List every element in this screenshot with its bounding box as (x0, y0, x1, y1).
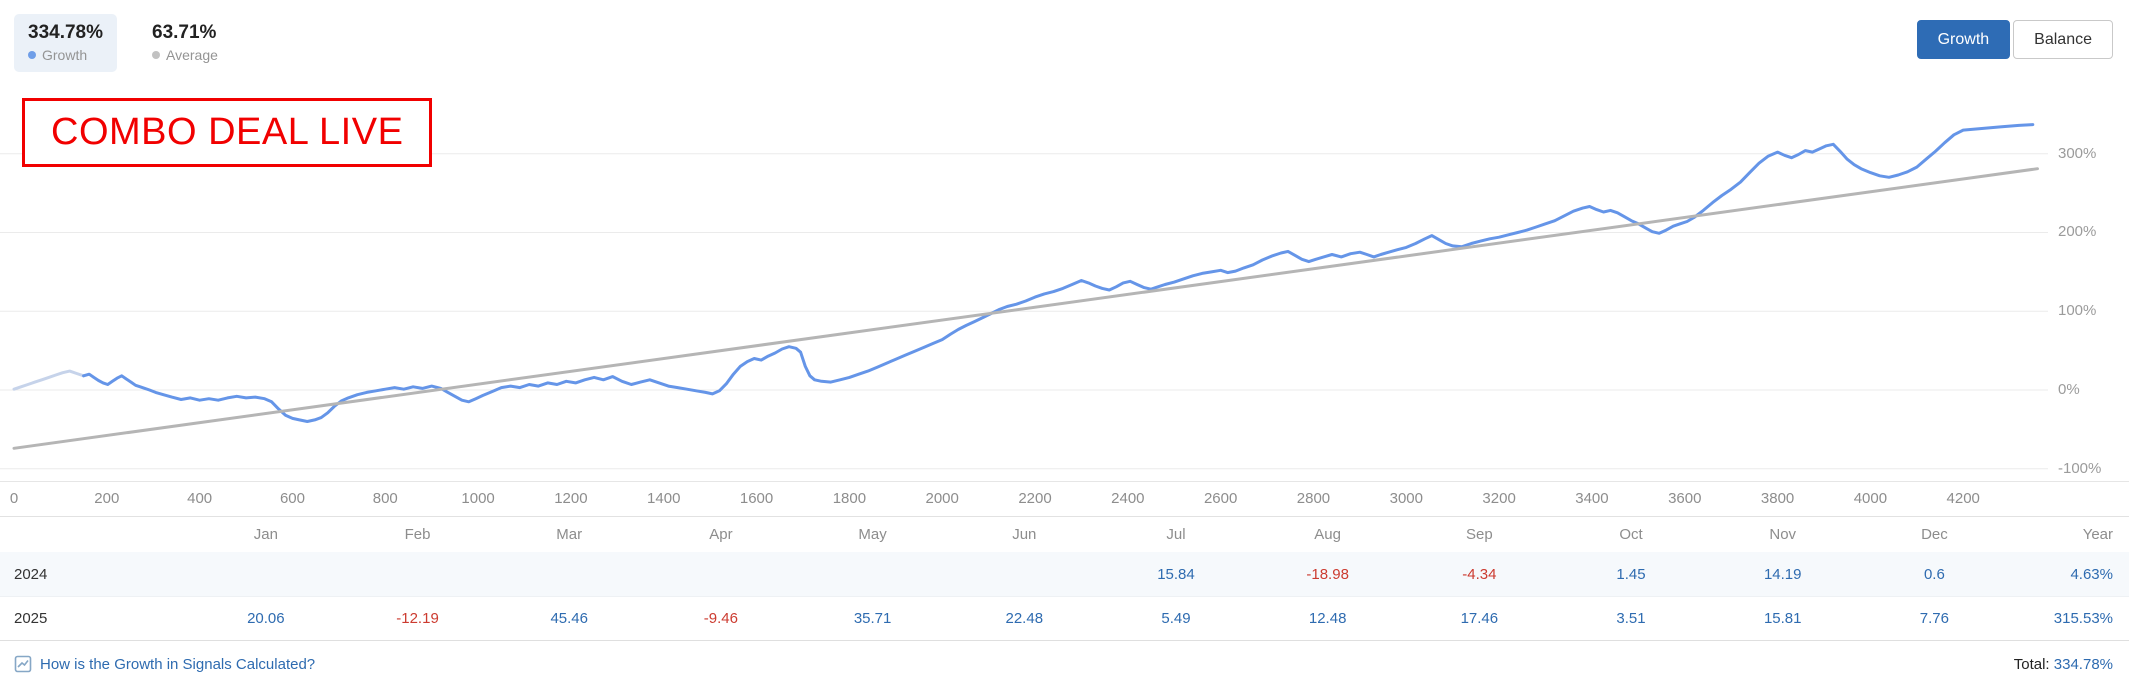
value-cell-2024-oct: 1.45 (1616, 565, 1646, 583)
value-cell-2024-dec: 0.6 (1923, 565, 1945, 583)
table-row-2024: 2024 15.84 -18.98 -4.34 1.45 14.19 0.6 4.63% (0, 552, 2129, 596)
x-axis-label: 0 (9, 490, 19, 507)
chart-area: 300% 200% 100% 0% -100% 334.78% Growth 63.71… (0, 0, 2129, 482)
x-axis-label: 3800 (1760, 490, 1795, 507)
month-header-jul: Jul (1166, 526, 1186, 543)
x-axis-label: 1800 (832, 490, 867, 507)
x-axis-label: 3200 (1482, 490, 1516, 507)
month-header-feb: Feb (404, 526, 431, 543)
combo-deal-banner: COMBO DEAL LIVE (22, 98, 433, 167)
x-axis-label: 1000 (461, 490, 495, 507)
average-stat[interactable]: 63.71% Average (142, 22, 228, 63)
table-row-2025: 2025 20.06 -12.19 45.46 -9.46 35.71 22.48 5.49 1… (0, 596, 2129, 640)
total: Total: 334.78% (2014, 656, 2113, 673)
value-cell-2025-sep: 17.46 (1460, 610, 1499, 627)
x-axis-label: 1400 (647, 490, 681, 507)
value-cell-2025-apr: -9.46 (703, 610, 738, 627)
average-stat-value: 63.71% (152, 22, 217, 43)
value-cell-2025-mar: 45.46 (550, 610, 588, 627)
x-axis-label: 2200 (1018, 490, 1052, 507)
growth-tab-button[interactable]: Growth (1916, 20, 2011, 59)
growth-legend-dot-icon (28, 50, 36, 59)
month-header-mar: Mar (556, 526, 583, 543)
value-cell-2025-jul: 5.49 (1161, 610, 1191, 627)
row-year-label: 2024 (14, 565, 48, 583)
x-axis-label: 3000 (1389, 490, 1423, 507)
footer: How is the Growth in Signals Calculated?… (0, 640, 2129, 687)
value-cell-2025-jan: 20.06 (247, 610, 285, 627)
x-axis: 0 200 400 600 800 1000 1200 1400 1600 1800 2000 220… (0, 482, 2129, 516)
x-axis-label: 3400 (1575, 490, 1609, 507)
average-stat-label: Average (166, 46, 218, 63)
value-cell-2024-aug: -18.98 (1306, 565, 1349, 583)
average-stat-label-row: Average (152, 47, 218, 63)
month-header-apr: Apr (709, 526, 733, 543)
growth-chart[interactable] (0, 0, 2129, 482)
value-cell-2024-sep: -4.34 (1462, 565, 1497, 583)
growth-help-link-label: How is the Growth in Signals Calculated? (40, 655, 316, 673)
value-cell-2025-feb: -12.19 (396, 610, 439, 627)
balance-tab-button[interactable]: Balance (2013, 20, 2113, 59)
series-growth-pre (12, 369, 86, 391)
help-chart-icon (14, 655, 32, 673)
growth-stat[interactable]: 334.78% Growth (14, 14, 118, 72)
value-cell-2025-year: 315.53% (2053, 610, 2113, 627)
x-axis-label: 2600 (1203, 490, 1238, 507)
month-header-nov: Nov (1769, 526, 1797, 543)
x-axis-label: 600 (279, 490, 305, 507)
chart-mode-toggle: Growth Balance (1916, 20, 2113, 59)
month-header-oct: Oct (1619, 526, 1643, 543)
value-cell-2025-jun: 22.48 (1005, 610, 1044, 627)
total-value: 334.78% (2053, 655, 2113, 673)
x-axis-label: 200 (94, 490, 120, 507)
x-axis-label: 1600 (739, 490, 774, 507)
yearly-results-table: 2024 15.84 -18.98 -4.34 1.45 14.19 0.6 4.63% 202… (0, 552, 2129, 640)
series-average (12, 167, 2039, 450)
series-growth (82, 123, 2035, 423)
month-header-may: May (858, 526, 887, 543)
value-cell-2025-may: 35.71 (853, 610, 892, 627)
month-header-dec: Dec (1921, 526, 1948, 543)
month-header-aug: Aug (1314, 526, 1341, 543)
x-axis-label: 1200 (554, 490, 588, 507)
x-axis-label: 4200 (1946, 490, 1980, 507)
month-header-jan: Jan (253, 526, 278, 543)
growth-stat-value: 334.78% (28, 22, 104, 43)
x-axis-label: 2800 (1296, 490, 1331, 507)
row-year-label: 2025 (14, 610, 48, 627)
growth-stat-label-row: Growth (28, 47, 103, 63)
x-axis-label: 800 (372, 490, 398, 507)
total-label: Total: (2013, 655, 2050, 673)
x-axis-label: 400 (187, 490, 213, 507)
x-axis-label: 2000 (925, 490, 959, 507)
x-axis-label: 3600 (1668, 490, 1702, 507)
x-axis-label: 4000 (1853, 490, 1888, 507)
growth-help-link[interactable]: How is the Growth in Signals Calculated? (14, 655, 315, 673)
value-cell-2024-jul: 15.84 (1157, 565, 1195, 583)
month-header-sep: Sep (1465, 526, 1493, 543)
value-cell-2024-year: 4.63% (2070, 565, 2113, 583)
growth-stat-label: Growth (42, 46, 88, 63)
month-header-jun: Jun (1012, 526, 1037, 543)
month-header-year: Year (2082, 526, 2113, 543)
value-cell-2025-nov: 15.81 (1763, 610, 1802, 627)
average-legend-dot-icon (152, 50, 160, 59)
month-header-row: Jan Feb Mar Apr May Jun Jul Aug Sep Oct Nov Dec Year (0, 516, 2129, 552)
value-cell-2024-nov: 14.19 (1763, 565, 1802, 583)
x-axis-label: 2400 (1111, 490, 1145, 507)
value-cell-2025-oct: 3.51 (1616, 610, 1646, 627)
value-cell-2025-dec: 7.76 (1919, 610, 1949, 627)
value-cell-2025-aug: 12.48 (1308, 610, 1347, 627)
